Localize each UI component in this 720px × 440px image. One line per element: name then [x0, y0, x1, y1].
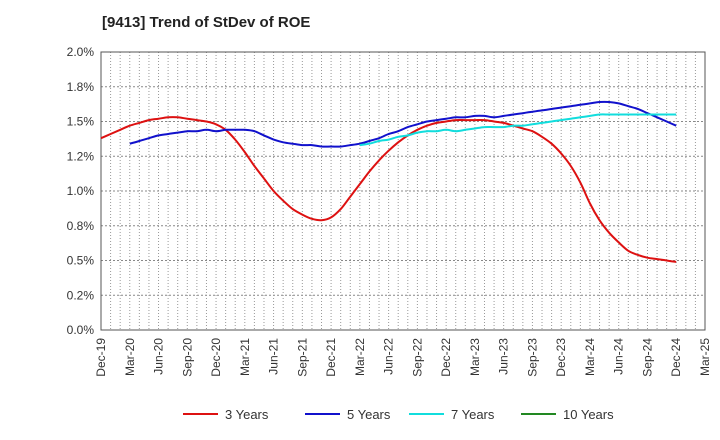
x-tick-label: Mar-21 [238, 338, 252, 376]
x-tick-label: Sep-20 [180, 338, 194, 377]
x-tick-label: Dec-22 [439, 338, 453, 377]
series-line-7-years [359, 113, 677, 147]
series-line-3-years [100, 116, 677, 263]
y-tick-label: 0.5% [67, 254, 95, 268]
x-tick-label: Mar-24 [583, 338, 597, 376]
x-tick-label: Jun-21 [267, 338, 281, 375]
x-tick-label: Sep-23 [525, 338, 539, 377]
plot-border [100, 51, 706, 331]
y-tick-label: 1.8% [67, 80, 95, 94]
y-tick-label: 1.5% [67, 115, 95, 129]
legend-label: 3 Years [225, 407, 269, 422]
y-tick-label: 0.2% [67, 288, 95, 302]
x-tick-label: Sep-24 [640, 338, 654, 377]
x-tick-label: Jun-20 [152, 338, 166, 375]
x-tick-label: Dec-24 [669, 338, 683, 377]
x-tick-label: Jun-23 [497, 338, 511, 375]
series-line-5-years [129, 100, 677, 148]
legend-label: 7 Years [451, 407, 495, 422]
x-tick-label: Dec-21 [324, 338, 338, 377]
x-tick-label: Jun-22 [382, 338, 396, 375]
legend-label: 10 Years [563, 407, 614, 422]
legend-label: 5 Years [347, 407, 391, 422]
chart-title: [9413] Trend of StDev of ROE [102, 14, 311, 31]
y-tick-label: 1.0% [67, 184, 95, 198]
x-tick-label: Mar-23 [468, 338, 482, 376]
x-tick-label: Dec-20 [209, 338, 223, 377]
x-tick-label: Dec-19 [94, 338, 108, 377]
x-tick-label: Mar-22 [353, 338, 367, 376]
x-tick-label: Mar-25 [698, 338, 712, 376]
x-tick-label: Dec-23 [554, 338, 568, 377]
x-tick-label: Mar-20 [123, 338, 137, 376]
x-tick-label: Sep-22 [410, 338, 424, 377]
x-tick-label: Jun-24 [612, 338, 626, 375]
x-tick-label: Sep-21 [295, 338, 309, 377]
y-tick-label: 0.0% [67, 323, 95, 337]
y-tick-label: 1.2% [67, 149, 95, 163]
y-tick-label: 0.8% [67, 219, 95, 233]
y-tick-label: 2.0% [67, 45, 95, 59]
